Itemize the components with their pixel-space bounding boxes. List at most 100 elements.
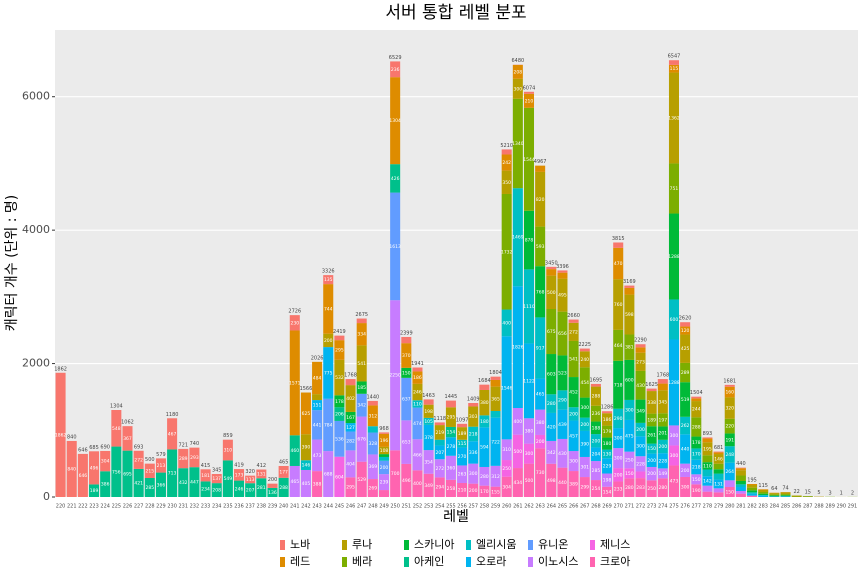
x-tick-label: 230 — [167, 504, 177, 510]
bar-segment — [624, 399, 635, 420]
bar-segment — [668, 72, 679, 164]
total-label: 681 — [714, 445, 724, 451]
segment-label: 234 — [201, 487, 210, 493]
x-tick-label: 256 — [457, 504, 467, 510]
x-tick-label: 232 — [190, 504, 200, 510]
segment-label: 200 — [536, 439, 545, 445]
total-label: 195 — [747, 477, 757, 483]
x-tick-label: 243 — [312, 504, 322, 510]
segment-label: 840 — [67, 466, 76, 472]
bar-segment — [167, 449, 178, 497]
segment-label: 784 — [324, 422, 333, 428]
segment-label: 548 — [112, 426, 121, 432]
bar-segment — [758, 495, 769, 497]
bar-segment — [501, 336, 512, 440]
segment-label: 300 — [625, 407, 634, 413]
bar-segment — [501, 170, 512, 194]
bar-segment — [501, 193, 512, 310]
bar-segment — [445, 455, 456, 480]
bar-segment — [535, 171, 546, 227]
segment-label: 210 — [458, 487, 467, 493]
segment-label: 454 — [580, 380, 589, 386]
x-tick-label: 246 — [346, 504, 356, 510]
segment-label: 218 — [469, 431, 478, 437]
bar-segment — [724, 397, 735, 419]
segment-label: 467 — [168, 431, 177, 437]
segment-label: 300 — [614, 456, 623, 462]
x-tick-label: 263 — [535, 504, 545, 510]
bar-segment — [724, 418, 735, 434]
segment-label: 154 — [447, 430, 456, 436]
bar-segment — [624, 334, 635, 360]
x-tick-label: 236 — [234, 504, 244, 510]
bar-segment — [735, 493, 746, 497]
bar-segment — [557, 355, 568, 391]
bar-segment — [579, 456, 590, 478]
segment-label: 304 — [502, 484, 511, 490]
bar-segment — [747, 493, 758, 496]
bar-segment — [523, 91, 535, 94]
total-label: 3326 — [322, 269, 335, 275]
bar-segment — [390, 77, 401, 165]
bar-segment — [490, 379, 501, 387]
x-tick-label: 289 — [825, 504, 835, 510]
bar-segment — [144, 477, 155, 497]
total-label: 15 — [805, 489, 811, 495]
total-label: 5210 — [500, 143, 513, 149]
bar-segment — [590, 480, 601, 497]
segment-label: 334 — [357, 332, 366, 338]
x-tick-label: 259 — [491, 504, 501, 510]
bar-segment — [300, 434, 311, 461]
bar-segment — [356, 345, 367, 382]
bar-segment — [512, 434, 523, 469]
segment-label: 1546 — [501, 385, 513, 391]
bar-segment — [434, 439, 445, 446]
bar-segment — [713, 454, 724, 464]
bar-segment — [412, 439, 423, 471]
segment-label: 310 — [224, 448, 233, 454]
bar-segment — [657, 426, 668, 440]
total-label: 1695 — [590, 377, 603, 383]
bar-segment — [390, 300, 401, 451]
segment-label: 204 — [592, 452, 601, 458]
bar-segment — [613, 279, 624, 330]
segment-label: 190 — [692, 488, 701, 494]
total-label: 685 — [89, 445, 99, 451]
bar-segment — [390, 192, 401, 301]
segment-label: 150 — [625, 471, 634, 477]
segment-label: 381 — [625, 345, 634, 351]
x-tick-label: 261 — [513, 504, 523, 510]
segment-label: 186 — [413, 375, 422, 381]
bar-segment — [345, 431, 356, 451]
bar-segment — [512, 408, 523, 435]
bar-segment — [624, 359, 635, 400]
bar-segment — [546, 412, 557, 441]
bar-segment — [245, 483, 256, 497]
segment-label: 283 — [636, 485, 645, 491]
bar-segment — [523, 210, 535, 270]
bar-segment — [735, 486, 746, 491]
segment-label: 113 — [246, 477, 255, 483]
total-label: 1566 — [300, 386, 313, 392]
segment-label: 744 — [324, 306, 333, 312]
segment-label: 219 — [435, 430, 444, 436]
bar-segment — [412, 383, 423, 401]
bar-segment — [635, 471, 646, 479]
bar-segment — [602, 411, 613, 414]
total-label: 415 — [201, 463, 211, 469]
total-label: 840 — [67, 434, 77, 440]
bar-segment — [691, 448, 702, 460]
bar-segment — [256, 469, 267, 479]
x-tick-label: 286 — [792, 504, 802, 510]
segment-label: 278 — [447, 444, 456, 450]
bar-segment — [501, 460, 512, 477]
bar-segment — [189, 467, 200, 497]
legend-label: 레드 — [290, 555, 310, 568]
bar-segment — [479, 466, 490, 486]
total-label: 6074 — [523, 85, 536, 91]
bar-segment — [668, 425, 679, 446]
bar-segment — [668, 445, 679, 466]
x-tick-label: 272 — [636, 504, 646, 510]
bar-segment — [557, 467, 568, 497]
total-label: 2290 — [634, 338, 647, 344]
